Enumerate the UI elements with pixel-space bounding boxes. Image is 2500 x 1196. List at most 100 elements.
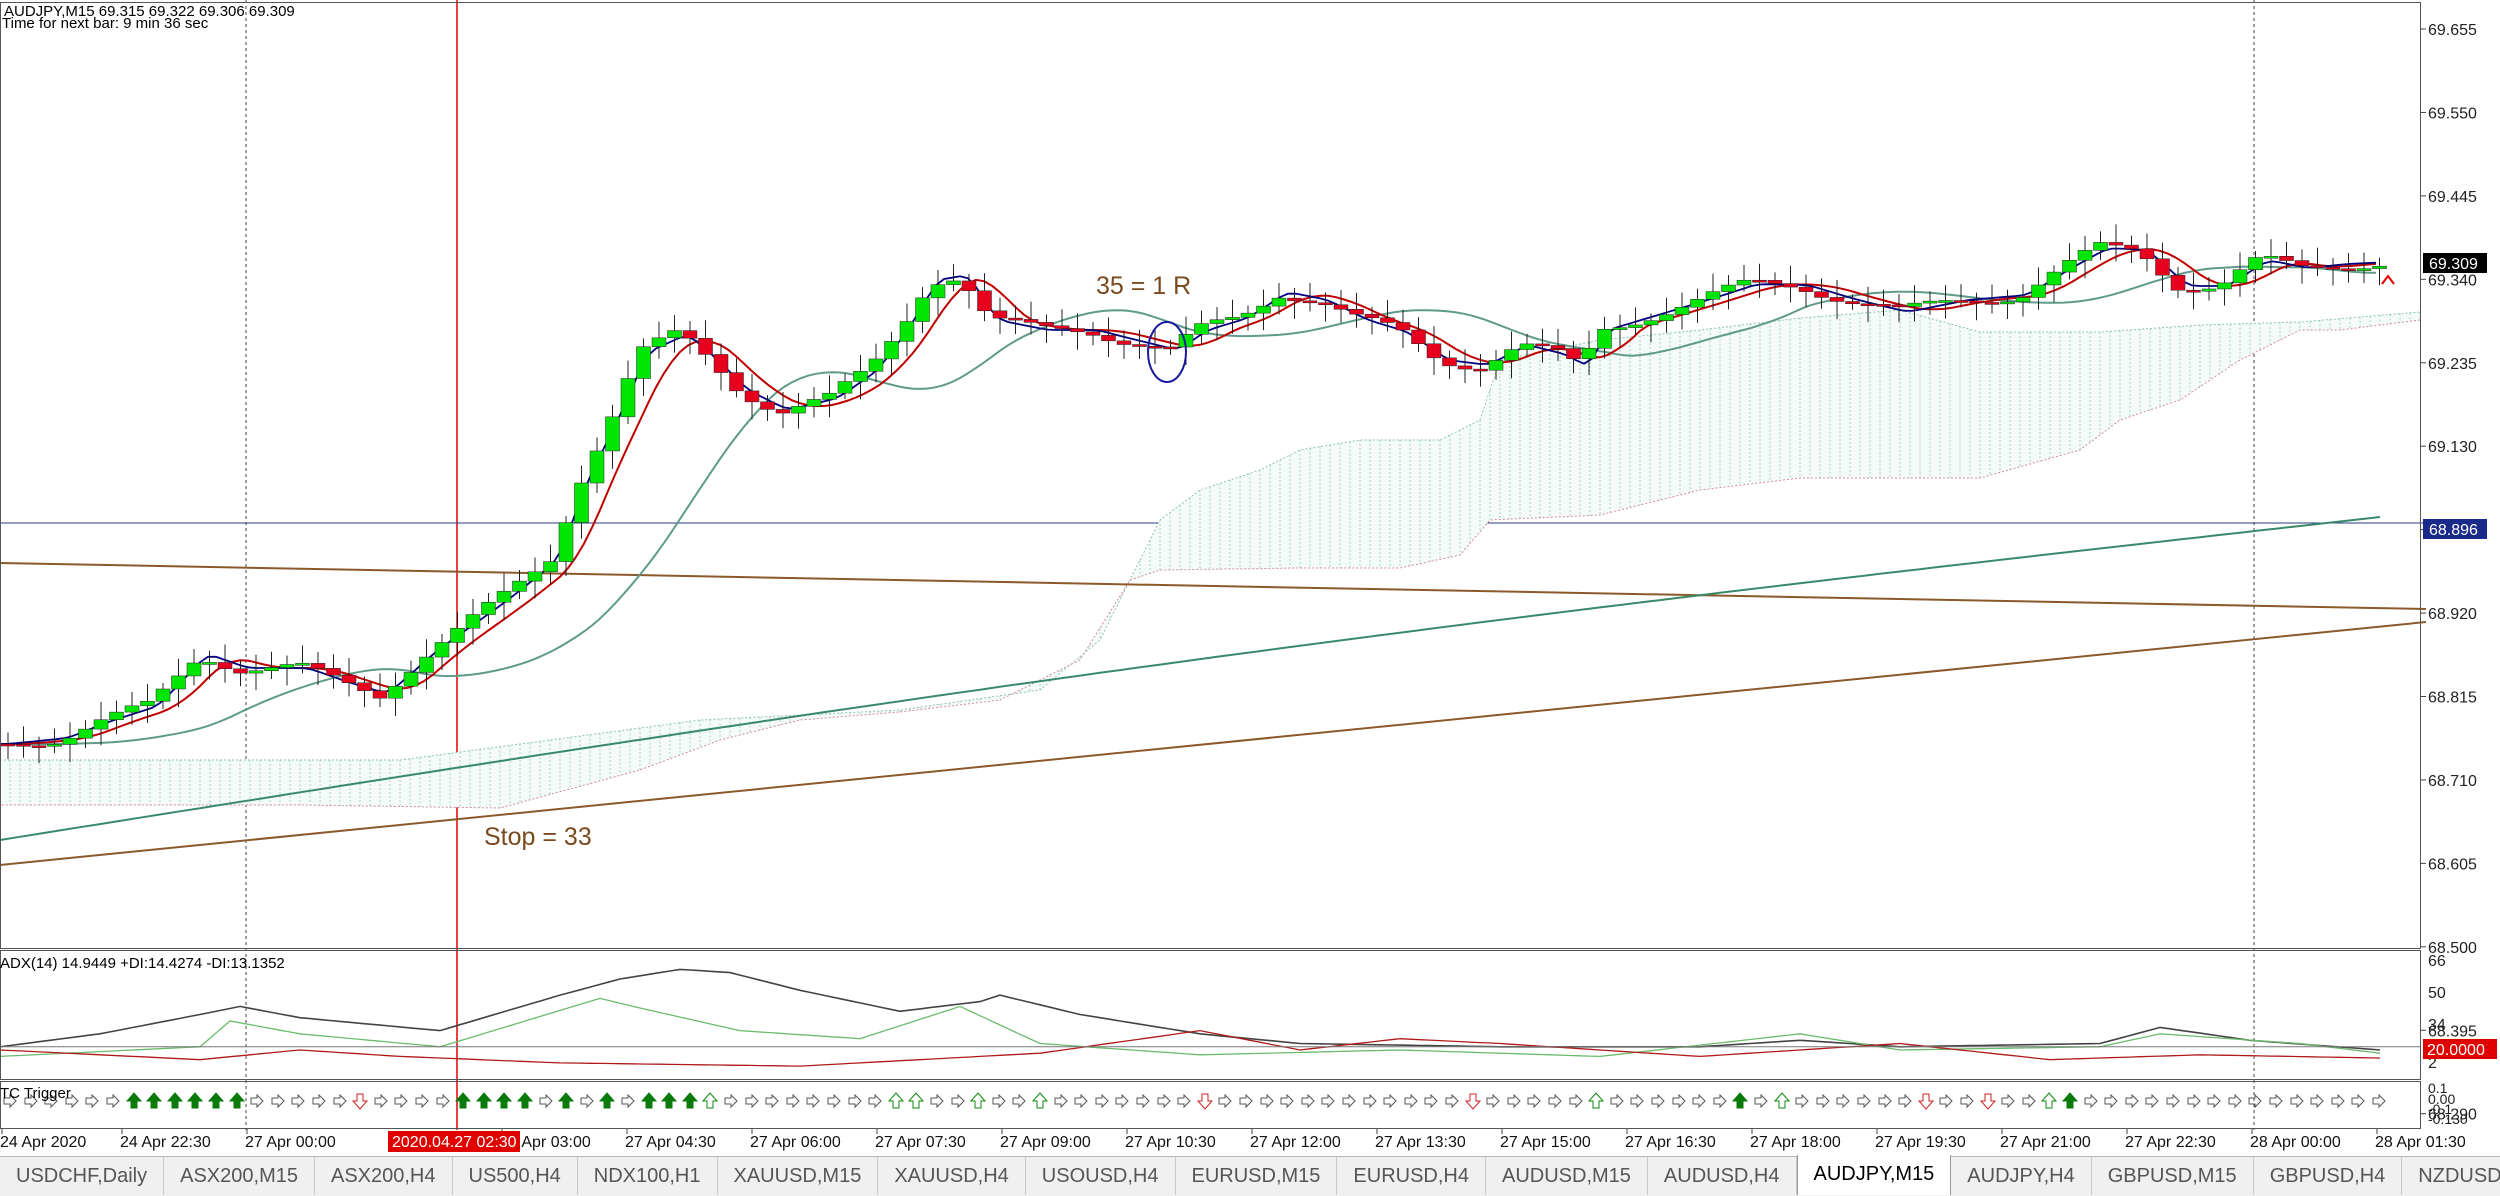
candle-bear [1070, 328, 1085, 333]
candle-bear [1891, 304, 1907, 308]
candle-bear [1442, 357, 1457, 367]
trigger-arrow-right [1115, 1093, 1129, 1109]
trigger-arrow-up [681, 1092, 699, 1109]
trigger-scale-label: 0.00 [2428, 1091, 2455, 1107]
candle-bear [2279, 255, 2294, 261]
candle-bear [326, 668, 341, 676]
trendline-lower [0, 621, 2427, 866]
trigger-arrow-right [436, 1093, 450, 1109]
trigger-arrow-right [291, 1093, 305, 1109]
candle-bear [1457, 365, 1473, 370]
candle-bull [496, 591, 512, 603]
trigger-arrow-right [2125, 1093, 2139, 1109]
trigger-arrow-up [2061, 1092, 2079, 1109]
trigger-arrow-right [1074, 1093, 1088, 1109]
trigger-arrow-right [1404, 1093, 1418, 1109]
chart-tab[interactable]: XAUUSD,M15 [718, 1157, 879, 1195]
candle-bull [605, 416, 620, 452]
trigger-arrow-right [2145, 1093, 2159, 1109]
candle-bull [1659, 314, 1674, 321]
trigger-arrow-up [454, 1092, 472, 1109]
trigger-arrow-up [495, 1092, 513, 1109]
bid-caret [2381, 274, 2395, 285]
chart-tab[interactable]: AUDJPY,H4 [1951, 1157, 2092, 1195]
chart-tab[interactable]: AUDJPY,M15 [1796, 1155, 1952, 1195]
adx-scale-label: 2 [2428, 1055, 2437, 1072]
chart-tab[interactable]: GBPUSD,M15 [2092, 1157, 2254, 1195]
candle-bull [1271, 297, 1287, 307]
trigger-arrow-right [1363, 1093, 1377, 1109]
candle-bull [651, 337, 667, 347]
trigger-arrow-right [1527, 1093, 1541, 1109]
candle-bear [1767, 280, 1783, 284]
trigger-arrow-right [271, 1093, 285, 1109]
price-tick-label: 69.655 [2428, 22, 2477, 39]
chart-tab[interactable]: NZDUSD,M15 [2402, 1157, 2500, 1195]
candle-bull [1225, 317, 1240, 320]
candle-bear [2325, 267, 2341, 270]
chart-tab[interactable]: US500,H4 [453, 1157, 578, 1195]
trigger-arrow-up [598, 1092, 616, 1109]
candle-bear [1380, 317, 1395, 323]
trigger-arrow-right [1136, 1093, 1150, 1109]
chart-tab[interactable]: ASX200,M15 [164, 1157, 315, 1195]
time-label: 27 Apr 18:00 [1750, 1134, 1841, 1151]
candle-bull [419, 656, 434, 673]
candle-bull [1643, 320, 1659, 326]
trigger-arrow-right [2248, 1093, 2262, 1109]
trigger-arrow-right [2331, 1093, 2345, 1109]
trigger-arrow-right [765, 1093, 779, 1109]
adx-level-box [2423, 1039, 2497, 1059]
trigger-arrow-right [1836, 1093, 1850, 1109]
trigger-arrow-up [475, 1092, 493, 1109]
candle-bear [1473, 368, 1488, 372]
candle-bear [1969, 300, 1984, 303]
chart-tab-bar: USDCHF,Daily ASX200,M15 ASX200,H4 US500,H4 N… [0, 1155, 2500, 1196]
candle-bull [248, 670, 264, 674]
time-label: 24 Apr 2020 [0, 1134, 86, 1151]
price-tick-label: 68.395 [2428, 1023, 2477, 1040]
trigger-panel-frame [0, 1081, 2421, 1129]
price-chart[interactable]: 66 50 34 220.0000 0.10.00-0.1-0.130 69.655 6… [0, 0, 2500, 1156]
candle-bull [155, 688, 171, 702]
time-label: 27 Apr 12:00 [1250, 1134, 1341, 1151]
candle-bull [2077, 250, 2093, 261]
candle-bull [93, 719, 109, 730]
trigger-arrow-right [2372, 1093, 2386, 1109]
price-scale: 69.65569.55069.44569.34069.23569.13069.0… [2420, 22, 2487, 1124]
time-label: 27 Apr 03:00 [500, 1134, 591, 1151]
candle-bull [558, 522, 574, 562]
chart-tab[interactable]: USDCHF,Daily [0, 1157, 165, 1195]
candle-bear [682, 330, 698, 339]
time-label: 28 Apr 00:00 [2250, 1134, 2341, 1151]
trigger-arrow-right [1692, 1093, 1706, 1109]
trigger-arrow-down [1196, 1093, 1214, 1110]
candle-bear [1752, 279, 1767, 283]
candle-bear [372, 690, 388, 699]
chart-tab[interactable]: EURUSD,M15 [1176, 1157, 1338, 1195]
trigger-scale-label: -0.1 [2428, 1101, 2452, 1117]
candle-bear [310, 663, 326, 669]
adx-scale-label: 34 [2428, 1017, 2446, 1034]
chart-tab[interactable]: XAUUSD,H4 [878, 1157, 1026, 1195]
chart-tab[interactable]: ASX200,H4 [315, 1157, 453, 1195]
candle-bear [1814, 291, 1829, 298]
trigger-arrow-right [1157, 1093, 1171, 1109]
trigger-arrow-right [1239, 1093, 1253, 1109]
chart-tab[interactable]: AUDUSD,H4 [1648, 1157, 1797, 1195]
chart-tab[interactable]: GBPUSD,H4 [2254, 1157, 2403, 1195]
trigger-arrow-right [2166, 1093, 2180, 1109]
chart-tab[interactable]: NDX100,H1 [578, 1157, 718, 1195]
chart-tab[interactable]: AUDUSD,M15 [1486, 1157, 1648, 1195]
trigger-arrow-right [1424, 1093, 1438, 1109]
trigger-arrow-right [2269, 1093, 2283, 1109]
candle-bull [868, 358, 884, 372]
chart-tab[interactable]: USOUSD,H4 [1026, 1157, 1176, 1195]
candle-bear [1395, 322, 1411, 331]
candle-bear [729, 372, 744, 392]
chart-tab[interactable]: EURUSD,H4 [1337, 1157, 1486, 1195]
candle-bull [915, 297, 930, 322]
candle-bull [186, 662, 202, 677]
time-label: 28 Apr 01:30 [2375, 1134, 2466, 1151]
candle-bull [1628, 324, 1643, 328]
